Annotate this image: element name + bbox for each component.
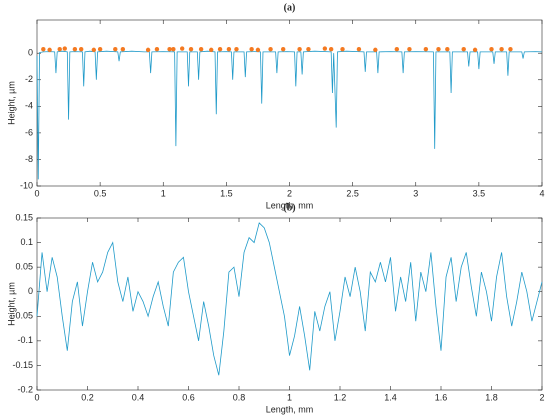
peak-dot: [461, 47, 466, 52]
peak-dot: [97, 47, 103, 52]
x-tick-label: 2.5: [346, 188, 359, 198]
x-tick-label: 0.4: [132, 392, 145, 402]
peak-dot: [268, 47, 273, 52]
peak-dot: [57, 47, 62, 52]
peak-dot: [306, 47, 311, 52]
y-tick-label: 0.1: [20, 237, 33, 247]
y-tick-label: -6: [25, 127, 33, 137]
x-tick-label: 0.6: [182, 392, 195, 402]
peak-dot: [145, 47, 151, 53]
peak-dot: [255, 47, 261, 53]
peak-dot: [62, 46, 67, 51]
peak-dot: [373, 47, 378, 53]
peak-dot: [171, 47, 176, 52]
peak-dot: [445, 47, 450, 52]
chart-title: (b): [283, 202, 295, 213]
x-tick-label: 4: [539, 188, 544, 198]
x-tick-label: 3: [413, 188, 418, 198]
y-tick-label: -2: [25, 74, 33, 84]
peak-dot: [249, 47, 254, 52]
y-tick-label: 0: [28, 48, 33, 58]
plot-area: [36, 19, 543, 187]
y-tick-label: -0.15: [12, 360, 33, 370]
peak-dot: [472, 47, 478, 53]
y-axis-label: Height, µm: [6, 81, 16, 125]
peak-dot: [179, 46, 185, 51]
peak-dot: [489, 47, 494, 52]
peak-dot: [436, 47, 441, 52]
peak-dot: [198, 47, 204, 52]
x-tick-label: 0: [34, 188, 39, 198]
peak-dot: [188, 47, 194, 52]
peak-dot: [297, 47, 302, 52]
profile-line: [36, 50, 543, 180]
x-tick-label: 0.5: [94, 188, 107, 198]
peak-dot: [72, 47, 78, 52]
x-axis-label: Length, mm: [266, 404, 314, 414]
x-tick-label: 1.2: [334, 392, 347, 402]
peak-dot: [78, 47, 84, 52]
y-tick-label: 0: [28, 286, 33, 296]
peak-dot: [91, 47, 97, 53]
y-axis-label: Height, µm: [6, 282, 16, 326]
x-tick-label: 1: [161, 188, 166, 198]
y-tick-label: 0.05: [15, 262, 33, 272]
peak-dot: [328, 47, 334, 52]
peak-dot: [209, 47, 214, 53]
y-tick-label: -0.1: [17, 335, 33, 345]
peak-dot: [394, 47, 400, 52]
y-tick-label: -8: [25, 154, 33, 164]
y-tick-label: -0.05: [12, 311, 33, 321]
x-tick-label: 0.2: [81, 392, 94, 402]
x-tick-label: 1.4: [384, 392, 397, 402]
peak-dot: [340, 47, 345, 52]
x-tick-label: 0.8: [233, 392, 246, 402]
peak-dot: [167, 47, 172, 52]
peak-dot: [234, 47, 239, 52]
peak-dot: [154, 47, 160, 52]
peak-dot: [423, 47, 429, 52]
y-tick-label: -10: [20, 180, 33, 190]
y-tick-label: 0.15: [15, 212, 33, 222]
x-tick-label: 0: [34, 392, 39, 402]
x-axis-label: Length, mm: [266, 200, 314, 210]
peak-dot: [322, 46, 328, 51]
peak-dot: [280, 47, 286, 52]
x-tick-label: 1.5: [220, 188, 233, 198]
x-tick-label: 3.5: [473, 188, 486, 198]
x-tick-label: 1: [287, 392, 292, 402]
x-tick-label: 1.8: [485, 392, 498, 402]
chart-title: (a): [284, 2, 296, 13]
peak-dot: [47, 47, 52, 53]
peak-dot: [226, 47, 232, 52]
x-tick-label: 2: [539, 392, 544, 402]
peak-dot: [217, 47, 223, 52]
peak-dot: [499, 47, 504, 52]
y-tick-label: -4: [25, 101, 33, 111]
peak-dot: [113, 47, 118, 52]
peak-dot: [356, 47, 362, 52]
peak-dot: [41, 47, 46, 52]
peak-dot: [120, 47, 126, 52]
x-tick-label: 2: [287, 188, 292, 198]
y-tick-label: -0.2: [17, 384, 33, 394]
profile-line: [36, 222, 543, 376]
peak-dot: [508, 47, 513, 52]
x-tick-label: 1.6: [435, 392, 448, 402]
peak-dot: [407, 47, 412, 52]
